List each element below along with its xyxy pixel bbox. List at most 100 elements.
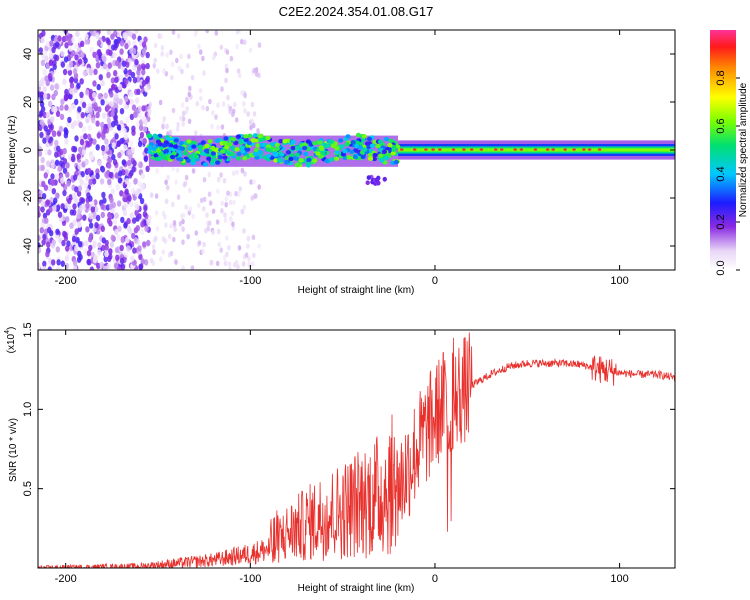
heatmap-cell	[88, 244, 93, 252]
heatmap-cell	[60, 50, 65, 57]
heatmap-cell	[92, 91, 97, 99]
heatmap-cell	[110, 110, 115, 118]
snr-y-label: SNR (10 * v/v)	[8, 418, 19, 482]
heatmap-cell	[424, 148, 428, 151]
heatmap-cell	[62, 78, 67, 85]
heatmap-cell	[220, 124, 225, 130]
heatmap-cell	[226, 190, 230, 196]
heatmap-cell	[250, 261, 255, 267]
heatmap-cell	[42, 137, 47, 144]
heatmap-cell	[247, 133, 253, 138]
heatmap-cell	[54, 151, 59, 158]
heatmap-cell	[62, 189, 67, 197]
heatmap-cell	[77, 241, 83, 248]
heatmap-cell	[42, 86, 47, 93]
heatmap-cell	[152, 249, 156, 255]
heatmap-cell	[111, 121, 116, 128]
heatmap-cell	[123, 133, 129, 141]
heatmap-cell	[249, 179, 253, 185]
heatmap-cell	[72, 259, 78, 266]
heatmap-cell	[252, 111, 257, 117]
heatmap-cell	[202, 196, 207, 203]
heatmap-cell	[236, 264, 240, 270]
heatmap-cell	[133, 237, 138, 244]
heatmap-cell	[100, 132, 106, 139]
heatmap-cell	[235, 30, 240, 35]
heatmap-cell	[64, 42, 69, 49]
heatmap-cell	[141, 68, 146, 76]
heatmap-cell	[279, 152, 285, 157]
heatmap-cell	[114, 246, 120, 254]
heatmap-cell	[338, 138, 344, 143]
heatmap-cell	[572, 148, 576, 151]
heatmap-cell	[138, 161, 143, 169]
heatmap-cell	[234, 147, 240, 152]
heatmap-cell	[172, 220, 177, 226]
heatmap-cell	[110, 33, 115, 40]
heatmap-cell	[124, 188, 129, 195]
heatmap-cell	[64, 34, 69, 42]
heatmap-cell	[143, 259, 149, 266]
heatmap-cell	[235, 43, 239, 50]
heatmap-cell	[38, 262, 41, 269]
heatmap-cell	[164, 222, 168, 228]
heatmap-cell	[120, 236, 125, 244]
heatmap-cell	[38, 247, 42, 254]
heatmap-cell	[166, 136, 172, 142]
heatmap-cell	[177, 65, 182, 72]
heatmap-cell	[75, 30, 80, 38]
heatmap-cell	[93, 254, 98, 261]
heatmap-cell	[367, 156, 374, 161]
heatmap-cell	[107, 178, 112, 185]
heatmap-cell	[163, 214, 167, 220]
heatmap-cell	[54, 159, 60, 166]
heatmap-cell	[39, 131, 44, 139]
heatmap-cell	[113, 38, 118, 46]
heatmap-cell	[182, 181, 187, 188]
heatmap-cell	[188, 85, 192, 92]
heatmap-cell	[72, 203, 77, 210]
heatmap-cell	[200, 140, 206, 145]
heatmap-cell	[94, 222, 99, 229]
heatmap-cell	[86, 258, 91, 266]
heatmap-cell	[64, 104, 69, 111]
heatmap-cell	[104, 250, 109, 258]
heatmap-cell	[302, 142, 308, 147]
heatmap-cell	[181, 110, 186, 117]
heatmap-cell	[209, 260, 213, 266]
heatmap-cell	[102, 265, 108, 270]
heatmap-cell	[103, 153, 108, 160]
heatmap-cell	[251, 122, 256, 129]
heatmap-cell	[65, 162, 70, 169]
heatmap-cell	[157, 142, 163, 147]
heatmap-cell	[63, 56, 69, 63]
heatmap-cell	[216, 124, 220, 131]
heatmap-cell	[102, 55, 107, 63]
heatmap-cell	[345, 134, 351, 139]
heatmap-cell	[42, 266, 47, 270]
heatmap-cell	[225, 67, 229, 74]
heatmap-cell	[104, 171, 109, 178]
heatmap-cell	[77, 185, 83, 192]
colorbar-tick-label: 0.2	[715, 214, 727, 229]
heatmap-cell	[69, 222, 74, 229]
heatmap-cell	[71, 235, 77, 243]
heatmap-cell	[67, 33, 73, 41]
heatmap-cell	[88, 213, 93, 220]
heatmap-cell	[206, 156, 212, 161]
heatmap-cell	[207, 139, 213, 144]
snr-x-label: Height of straight line (km)	[298, 583, 415, 594]
heatmap-cell	[132, 217, 137, 224]
heatmap-cell	[226, 94, 230, 101]
heatmap-cell	[383, 136, 389, 142]
heatmap-cell	[240, 38, 244, 45]
heatmap-x-label: Height of straight line (km)	[298, 285, 415, 296]
heatmap-cell	[49, 84, 55, 91]
heatmap-cell	[110, 234, 115, 241]
colorbar-tick-label: 0.4	[715, 166, 727, 181]
heatmap-cell	[42, 50, 47, 57]
heatmap-cell	[247, 256, 251, 262]
heatmap-cell	[187, 187, 192, 194]
heatmap-cell	[88, 222, 94, 229]
heatmap-cell	[106, 162, 112, 169]
